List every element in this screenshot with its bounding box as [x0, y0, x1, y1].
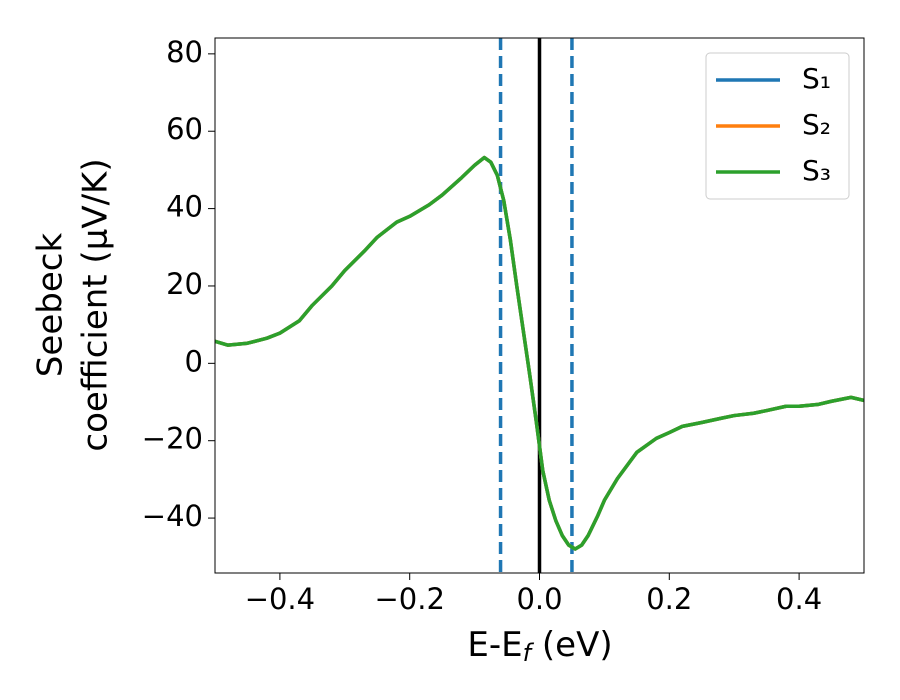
y-tick-label: 20 — [166, 267, 203, 301]
y-label-line: coefficient (μV/K) — [76, 158, 116, 451]
y-axis-label: Seebeck coefficient (μV/K) — [31, 158, 116, 451]
legend-label: S₃ — [802, 154, 831, 187]
x-tick-label: −0.2 — [374, 582, 444, 616]
x-tick-label: 0.0 — [516, 582, 562, 616]
y-tick-label: −20 — [142, 422, 203, 456]
plot-frame — [214, 37, 865, 574]
y-label-line: Seebeck — [31, 233, 71, 378]
x-tick-label: 0.4 — [776, 582, 822, 616]
x-tick-label: −0.4 — [245, 582, 315, 616]
x-label-part: E-E — [467, 625, 522, 665]
x-axis-label: E-Ef (eV) — [467, 625, 612, 668]
y-tick-label: −40 — [142, 499, 203, 533]
y-tick-label: 40 — [166, 190, 203, 224]
y-tick-label: 60 — [166, 112, 203, 146]
legend-label: S₁ — [802, 62, 831, 95]
legend-label: S₂ — [802, 108, 831, 141]
y-tick-label: 0 — [185, 344, 203, 378]
x-tick-label: 0.2 — [646, 582, 692, 616]
series-line — [215, 155, 864, 551]
y-tick-label: 80 — [166, 35, 203, 69]
x-label-part: (eV) — [531, 625, 613, 665]
